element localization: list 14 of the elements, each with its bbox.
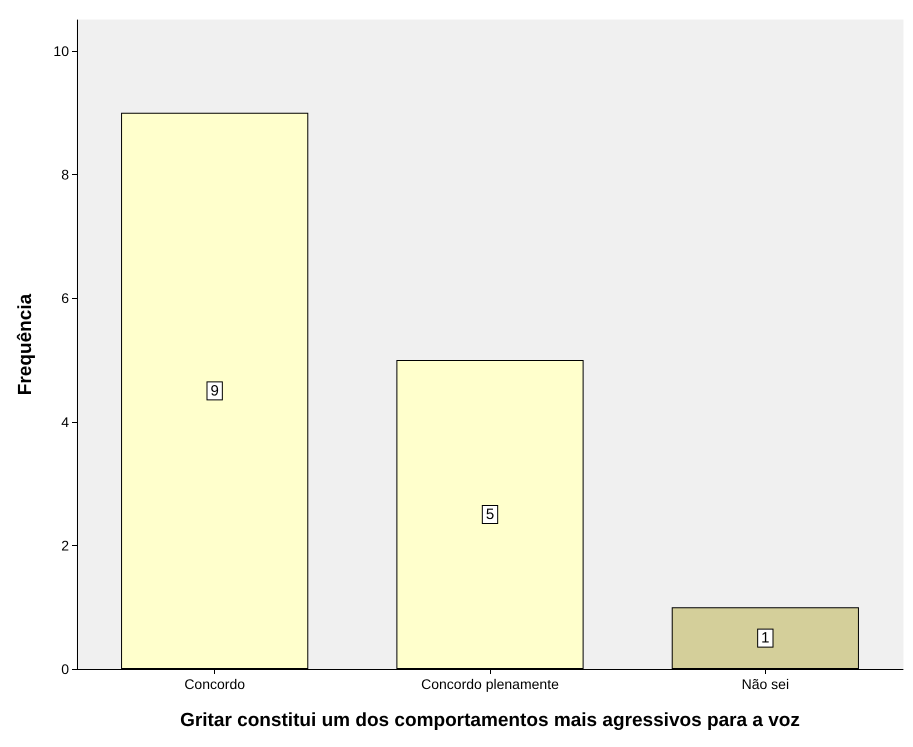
x-tick-label: Não sei (742, 676, 790, 692)
y-tick-label: 4 (61, 414, 70, 430)
x-axis-title: Gritar constitui um dos comportamentos mais agressivos para a voz (180, 710, 800, 731)
data-label: 1 (761, 630, 770, 647)
y-tick-label: 6 (61, 290, 70, 306)
data-label: 9 (210, 382, 219, 400)
y-tick-label: 10 (53, 42, 70, 59)
data-label: 5 (486, 506, 494, 523)
y-tick-label: 0 (61, 661, 70, 677)
x-tick-label: Concordo plenamente (421, 676, 560, 692)
y-axis-title: Frequência (15, 293, 36, 396)
y-tick-label: 2 (61, 537, 70, 554)
x-tick-label: Concordo (184, 676, 246, 692)
y-tick-label: 8 (61, 166, 70, 183)
